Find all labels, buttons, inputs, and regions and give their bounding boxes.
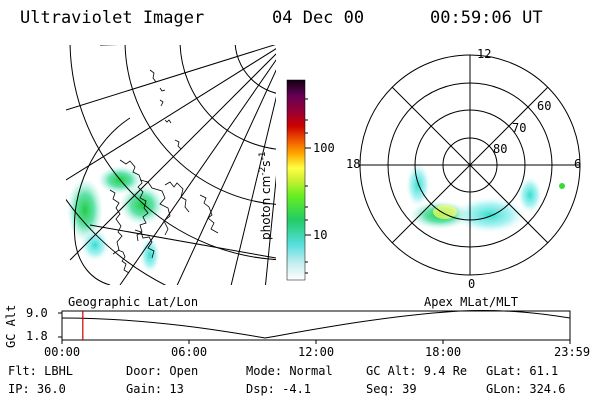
geographic-map: [66, 45, 276, 285]
time-tick-2: 12:00: [298, 345, 335, 359]
colorbar-unit-label: photon cm-2s-1: [258, 151, 273, 240]
footer-seq: Seq: 39: [366, 382, 417, 396]
colorbar-tick-10: 10: [313, 228, 328, 242]
apex-label: Apex MLat/MLT: [424, 295, 518, 309]
y-tick-top: 9.0: [26, 306, 48, 320]
colorbar: [286, 79, 311, 281]
mlat-label-60: 60: [537, 99, 552, 113]
instrument-title: Ultraviolet Imager: [20, 8, 205, 28]
footer-dsp: Dsp: -4.1: [246, 382, 312, 396]
mlt-label-12: 12: [477, 47, 492, 61]
mlat-label-80: 80: [493, 142, 508, 156]
date-label: 04 Dec 00: [272, 8, 365, 28]
polar-plot: [359, 54, 581, 276]
mlt-label-6: 6: [574, 157, 582, 171]
time-tick-4: 23:59: [554, 345, 591, 359]
time-tick-3: 18:00: [425, 345, 462, 359]
mlt-label-18: 18: [346, 157, 361, 171]
time-tick-1: 06:00: [171, 345, 208, 359]
y-tick-bottom: 1.8: [26, 329, 48, 343]
mlt-label-0: 0: [468, 277, 476, 291]
footer-gain: Gain: 13: [126, 382, 184, 396]
timeline-plot: [58, 310, 571, 344]
gc-alt-axis-label: GC Alt: [4, 304, 18, 348]
colorbar-tick-100: 100: [313, 141, 335, 155]
footer-ip: IP: 36.0: [8, 382, 66, 396]
time-tick-0: 00:00: [44, 345, 81, 359]
footer-glon: GLon: 324.6: [486, 382, 566, 396]
time-label: 00:59:06 UT: [430, 8, 543, 28]
footer-glat: GLat: 61.1: [486, 364, 559, 378]
footer-flt: Flt: LBHL: [8, 364, 74, 378]
footer-gc-alt: GC Alt: 9.4 Re: [366, 364, 468, 378]
footer-door: Door: Open: [126, 364, 199, 378]
footer-mode: Mode: Normal: [246, 364, 333, 378]
geographic-label: Geographic Lat/Lon: [68, 295, 199, 309]
mlat-label-70: 70: [512, 121, 527, 135]
